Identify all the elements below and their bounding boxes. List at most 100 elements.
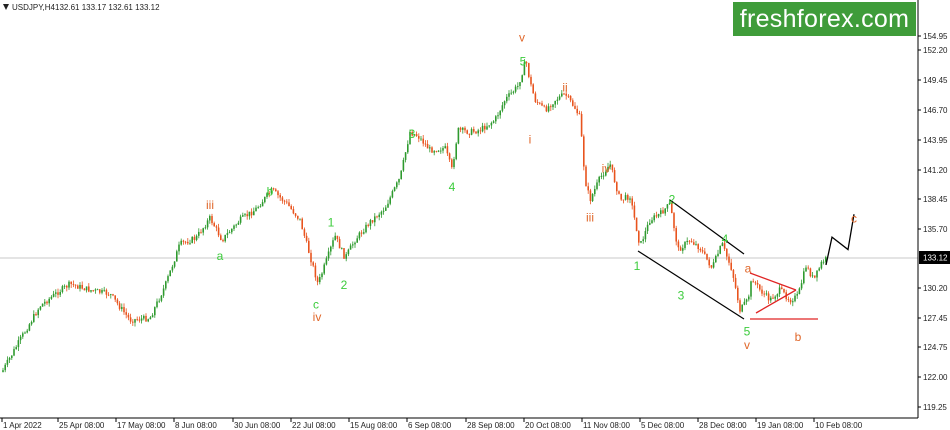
candle-body — [462, 127, 464, 130]
candle-body — [574, 105, 576, 109]
candle-body — [286, 201, 288, 203]
time-tick-label: 17 May 08:00 — [117, 421, 166, 430]
candle-body — [92, 290, 94, 291]
candle-body — [497, 115, 499, 117]
candle-body — [338, 239, 341, 249]
candle-body — [26, 330, 28, 333]
candle-body — [59, 292, 61, 295]
candle-body — [484, 125, 486, 130]
candle-body — [382, 210, 385, 212]
candle-body — [257, 207, 259, 208]
candle-body — [814, 275, 816, 278]
candle-body — [596, 182, 598, 189]
candle-body — [759, 284, 761, 290]
collapse-arrow-icon[interactable] — [3, 4, 9, 10]
candle-body — [402, 159, 405, 171]
candle-body — [242, 215, 244, 217]
triangle-lower-line — [755, 289, 797, 314]
candle-body — [248, 211, 251, 217]
candle-body — [327, 251, 330, 259]
candle-body — [319, 277, 321, 283]
candle-body — [576, 108, 578, 114]
time-tick-label: 15 Aug 08:00 — [350, 421, 398, 430]
price-tick-label: 149.45 — [923, 76, 948, 85]
candle-body — [444, 146, 446, 149]
candle-body — [151, 315, 154, 318]
candle-body — [189, 242, 191, 244]
candle-body — [63, 285, 66, 287]
candle-body — [81, 284, 83, 289]
candle-body — [184, 241, 187, 243]
candle-body — [316, 277, 319, 283]
candle-body — [310, 252, 312, 263]
candle-body — [28, 324, 31, 331]
candle-body — [442, 148, 444, 151]
candle-body — [561, 93, 563, 97]
price-tick-label: 122.00 — [923, 373, 948, 382]
candle-body — [325, 258, 328, 265]
candle-body — [697, 244, 699, 250]
candle-body — [169, 270, 171, 277]
candle-body — [517, 86, 519, 87]
candle-body — [684, 242, 686, 249]
candle-body — [345, 254, 347, 259]
wave-label: b — [267, 184, 274, 198]
candle-body — [176, 251, 178, 262]
candle-body — [451, 159, 453, 168]
candle-body — [330, 246, 332, 252]
candle-body — [204, 227, 207, 229]
candle-body — [374, 216, 376, 223]
candle-body — [387, 203, 389, 208]
candle-body — [66, 285, 68, 288]
wave-label: 5 — [744, 325, 751, 339]
candle-body — [239, 216, 242, 223]
candle-body — [99, 289, 101, 293]
candle-body — [418, 136, 420, 139]
candle-body — [437, 150, 440, 152]
candle-body — [587, 186, 589, 191]
candle-body — [677, 241, 680, 248]
candle-body — [127, 314, 130, 318]
candle-body — [565, 93, 567, 96]
triangle-upper-line — [749, 272, 797, 291]
candle-body — [365, 224, 367, 233]
time-tick-label: 1 Apr 2022 — [3, 421, 42, 430]
candle-body — [475, 131, 477, 134]
candle-body — [629, 198, 631, 200]
candle-body — [107, 294, 110, 296]
candle-body — [61, 286, 64, 293]
candle-body — [422, 138, 424, 144]
candle-body — [558, 96, 561, 100]
candle-body — [679, 247, 682, 251]
wave-label: 4 — [449, 180, 456, 194]
candle-body — [261, 202, 264, 207]
candle-body — [385, 207, 387, 211]
candle-body — [314, 265, 317, 278]
candle-body — [794, 295, 796, 302]
candle-body — [572, 100, 574, 106]
candle-body — [739, 300, 741, 312]
candle-body — [429, 147, 431, 149]
candle-body — [426, 144, 429, 149]
wave-label: 2 — [341, 278, 348, 292]
candle-body — [167, 276, 169, 282]
candle-body — [446, 146, 449, 154]
candle-body — [11, 355, 13, 358]
candle-body — [618, 191, 620, 194]
candle-body — [631, 198, 633, 206]
price-tick-label: 135.70 — [923, 225, 948, 234]
candle-body — [68, 281, 70, 288]
candle-body — [616, 182, 618, 192]
candle-body — [132, 321, 134, 323]
wave-label: 3 — [409, 127, 416, 141]
candle-body — [279, 195, 281, 198]
time-tick-label: 10 Feb 08:00 — [815, 421, 863, 430]
candle-body — [750, 281, 752, 297]
candle-body — [103, 289, 105, 291]
candle-body — [94, 289, 97, 291]
candle-body — [110, 294, 112, 296]
candle-body — [633, 205, 636, 218]
candle-body — [198, 231, 200, 236]
wave-label: b — [795, 330, 802, 344]
candle-body — [369, 220, 372, 226]
